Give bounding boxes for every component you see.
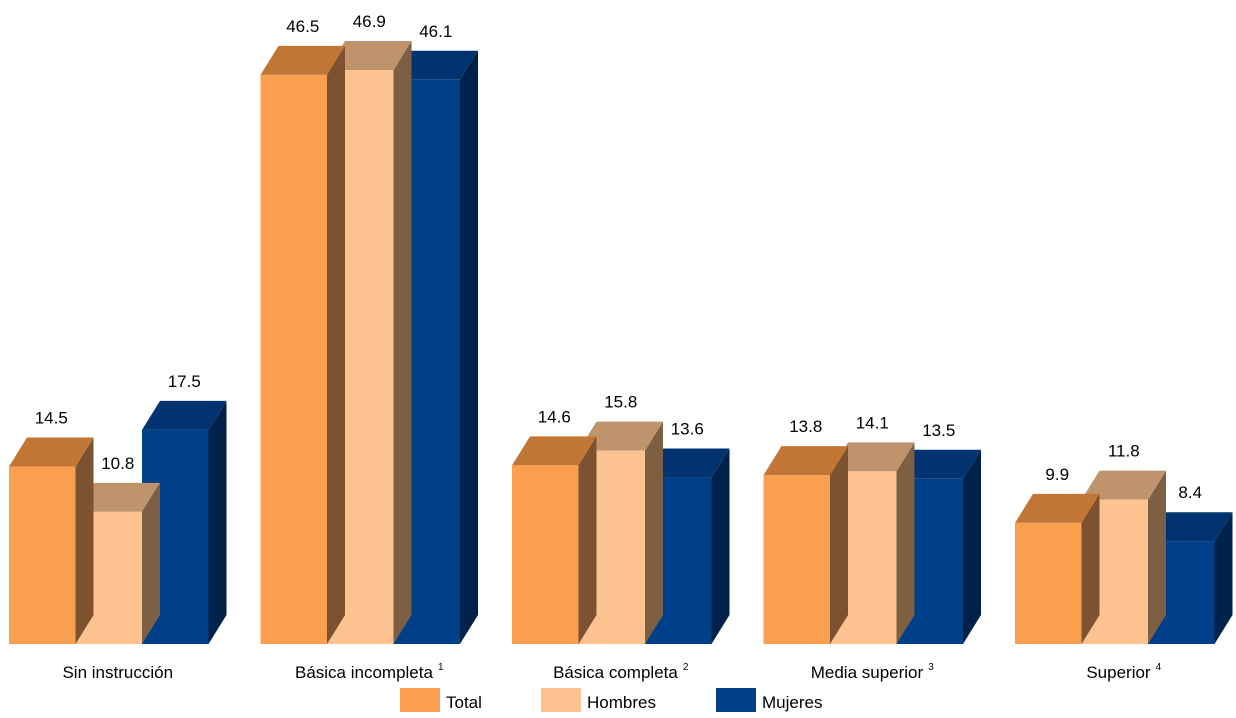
- bar-side-face: [896, 442, 915, 644]
- data-label: 17.5: [168, 372, 201, 391]
- bar-side-face: [393, 41, 412, 644]
- data-label: 46.9: [353, 12, 386, 31]
- bar-top-face: [142, 400, 227, 430]
- bar-side-face: [1214, 512, 1233, 644]
- bar-chart: 17.5 10.8 14.5 Sin instrucción 46.1 46.9 46.5 B…: [9, 12, 1233, 682]
- bar-front-face: [1015, 522, 1082, 644]
- bar-side-face: [1148, 470, 1166, 644]
- bar-media-superior-total: [763, 446, 848, 644]
- legend-label-total: Total: [446, 693, 482, 712]
- bar-side-face: [208, 400, 227, 644]
- bar-side-face: [578, 436, 597, 644]
- category-label-media-superior: Media superior 3: [811, 662, 934, 682]
- bar-top-face: [763, 446, 848, 476]
- data-label: 10.8: [101, 454, 134, 473]
- bar-top-face: [393, 50, 478, 80]
- bar-top-face: [645, 448, 730, 478]
- legend: Total Hombres Mujeres: [0, 688, 1236, 718]
- category-label-basica-completa: Básica completa 2: [553, 662, 689, 682]
- legend-label-mujeres: Mujeres: [762, 693, 823, 712]
- bar-side-face: [460, 50, 478, 645]
- legend-swatch-hombres: [541, 688, 581, 712]
- data-label: 13.5: [922, 421, 955, 440]
- bar-top-face: [578, 421, 663, 451]
- data-label: 13.6: [671, 420, 704, 439]
- data-label: 14.5: [35, 409, 68, 428]
- legend-swatch-mujeres: [716, 688, 756, 712]
- bar-side-face: [75, 437, 94, 644]
- data-label: 14.6: [538, 407, 571, 426]
- bar-basica-incompleta-total: [260, 45, 345, 645]
- bar-side-face: [711, 448, 730, 644]
- data-label: 8.4: [1178, 483, 1202, 502]
- data-label: 14.1: [856, 413, 889, 432]
- bar-side-face: [645, 421, 663, 644]
- data-label: 46.5: [286, 17, 319, 36]
- bar-top-face: [830, 442, 915, 472]
- data-label: 11.8: [1108, 442, 1140, 461]
- bar-top-face: [75, 482, 160, 512]
- bar-top-face: [260, 45, 345, 75]
- legend-label-hombres: Hombres: [587, 693, 656, 712]
- data-label: 13.8: [789, 417, 822, 436]
- bar-side-face: [830, 446, 848, 644]
- bar-front-face: [9, 466, 76, 644]
- bar-front-face: [763, 475, 830, 644]
- bar-side-face: [142, 482, 160, 644]
- bar-side-face: [327, 45, 345, 645]
- bar-top-face: [1015, 493, 1100, 523]
- bar-superior-hombres: [1081, 470, 1166, 644]
- bar-front-face: [512, 465, 579, 644]
- legend-swatch-total: [400, 688, 440, 712]
- bar-side-face: [1081, 493, 1100, 644]
- category-label-basica-incompleta: Básica incompleta 1: [295, 662, 444, 682]
- bar-top-face: [1148, 512, 1233, 542]
- bar-top-face: [1081, 470, 1166, 500]
- bar-basica-completa-total: [512, 436, 597, 644]
- bar-top-face: [512, 436, 597, 466]
- bar-top-face: [896, 449, 981, 479]
- category-label-superior: Superior 4: [1086, 662, 1161, 682]
- bar-sin-instruccion-total: [9, 437, 94, 644]
- bar-superior-total: [1015, 493, 1100, 644]
- bar-top-face: [327, 41, 412, 70]
- bar-top-face: [9, 437, 94, 467]
- category-label-sin-instruccion: Sin instrucción: [62, 663, 173, 682]
- data-label: 15.8: [604, 393, 637, 412]
- bar-front-face: [260, 74, 327, 645]
- data-label: 9.9: [1045, 465, 1069, 484]
- data-label: 46.1: [419, 22, 452, 41]
- bar-side-face: [963, 449, 981, 644]
